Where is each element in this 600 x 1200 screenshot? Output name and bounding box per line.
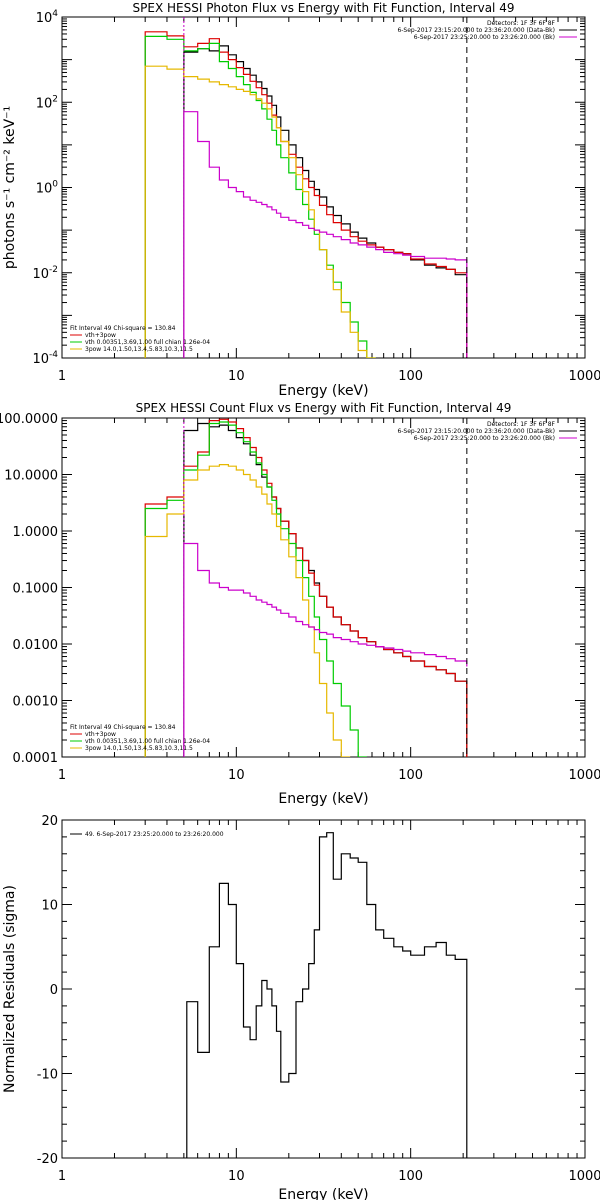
y-tick-label: -10 xyxy=(37,1068,58,1083)
x-tick-label: 1 xyxy=(58,768,66,783)
plot-area xyxy=(144,418,468,757)
x-axis-label: Energy (keV) xyxy=(278,791,368,807)
x-axis-label: Energy (keV) xyxy=(278,383,368,399)
series-line xyxy=(144,65,376,358)
series-line xyxy=(144,31,468,358)
x-tick-label: 1 xyxy=(58,1169,66,1184)
residuals-panel: Energy (keV) Normalized Residuals (sigma)… xyxy=(2,814,600,1200)
y-tick-base: 10 xyxy=(36,182,53,197)
series-line xyxy=(144,464,351,757)
y-tick-exponent: -4 xyxy=(49,350,58,360)
chart-title: SPEX HESSI Count Flux vs Energy with Fit… xyxy=(136,401,512,415)
y-tick-label: 10 xyxy=(41,899,58,914)
y-tick-exponent: 0 xyxy=(52,180,58,190)
legend-entry: Fit Interval 49 Chi-square = 130.84 xyxy=(70,724,176,731)
series-line xyxy=(183,111,468,358)
x-tick-label: 10 xyxy=(228,1169,245,1184)
series-line xyxy=(183,422,468,757)
count-flux-panel: SPEX HESSI Count Flux vs Energy with Fit… xyxy=(0,401,600,807)
legend-entry: vth 0.00351,3.69,1.00 full chian 1.26e-0… xyxy=(85,738,210,745)
y-tick-label: 10.0000 xyxy=(4,469,58,484)
legend-entry: Detectors: 1F 3F 6F 8F xyxy=(487,421,556,428)
y-tick-label: -20 xyxy=(37,1152,58,1167)
y-tick-exponent: -2 xyxy=(49,265,58,275)
series-line xyxy=(144,418,468,757)
x-tick-label: 1000 xyxy=(568,768,600,783)
legend-entry: 3pow 14.0,1.50,13.4,5.83,10.3,11.5 xyxy=(85,346,193,353)
y-tick-label: 1.0000 xyxy=(13,525,59,540)
legend-entry: 6-Sep-2017 23:15:20.000 to 23:36:20.000 … xyxy=(397,428,555,435)
series-line xyxy=(183,542,468,757)
y-tick-label: 102 xyxy=(36,94,58,111)
legend-entry: 6-Sep-2017 23:25:20.000 to 23:26:20.000 … xyxy=(414,435,555,442)
plot-frame xyxy=(61,16,586,359)
x-tick-label: 100 xyxy=(398,369,423,384)
x-tick-label: 10 xyxy=(228,369,245,384)
y-tick-label: 0.0001 xyxy=(13,751,59,766)
plot-frame xyxy=(61,417,586,758)
plot-area xyxy=(144,31,468,358)
y-tick-base: 10 xyxy=(32,352,49,367)
x-tick-label: 100 xyxy=(398,768,423,783)
y-tick-exponent: 4 xyxy=(52,9,58,19)
y-tick-label: 0.0100 xyxy=(13,638,59,653)
y-tick-label: 104 xyxy=(36,9,59,26)
legend-entry: 6-Sep-2017 23:15:20.000 to 23:36:20.000 … xyxy=(397,27,555,34)
y-axis-label: Normalized Residuals (sigma) xyxy=(2,885,18,1093)
x-tick-label: 1 xyxy=(58,369,66,384)
x-tick-label: 10 xyxy=(228,768,245,783)
x-tick-label: 1000 xyxy=(568,369,600,384)
y-tick-label: 10-4 xyxy=(32,350,58,367)
legend-entry: vth+3pow xyxy=(85,731,116,738)
series-line xyxy=(144,421,367,757)
y-tick-exponent: 2 xyxy=(52,94,58,104)
y-axis-label: photons s⁻¹ cm⁻² keV⁻¹ xyxy=(2,106,18,269)
legend-entry: 6-Sep-2017 23:25:20.000 to 23:26:20.000 … xyxy=(414,34,555,41)
y-tick-base: 10 xyxy=(32,267,49,282)
y-tick-base: 10 xyxy=(36,96,53,111)
photon-flux-panel: SPEX HESSI Photon Flux vs Energy with Fi… xyxy=(2,1,600,399)
legend-entry: 49. 6-Sep-2017 23:25:20.000 to 23:26:20.… xyxy=(85,831,224,838)
plot-frame xyxy=(61,819,586,1159)
plot-area xyxy=(186,832,468,1158)
y-tick-label: 0.0010 xyxy=(13,695,59,710)
series-line xyxy=(183,45,468,358)
legend-entry: Fit Interval 49 Chi-square = 130.84 xyxy=(70,325,176,332)
legend-entry: Detectors: 1F 3F 6F 8F xyxy=(487,20,556,27)
legend-entry: vth 0.00351,3.69,1.00 full chian 1.26e-0… xyxy=(85,339,210,346)
y-tick-label: 20 xyxy=(41,814,58,829)
y-tick-label: 10-2 xyxy=(32,265,58,282)
y-tick-label: 0.1000 xyxy=(13,582,59,597)
x-tick-label: 100 xyxy=(398,1169,423,1184)
y-tick-label: 0 xyxy=(50,983,58,998)
legend-entry: 3pow 14.0,1.50,13.4,5.83,10.3,11.5 xyxy=(85,745,193,752)
legend-entry: vth+3pow xyxy=(85,332,116,339)
series-line xyxy=(186,832,468,1158)
chart-title: SPEX HESSI Photon Flux vs Energy with Fi… xyxy=(133,1,515,15)
y-tick-label: 100.0000 xyxy=(0,412,58,427)
x-tick-label: 1000 xyxy=(568,1169,600,1184)
y-tick-label: 100 xyxy=(36,180,59,197)
y-tick-base: 10 xyxy=(36,11,53,26)
x-axis-label: Energy (keV) xyxy=(278,1187,368,1200)
